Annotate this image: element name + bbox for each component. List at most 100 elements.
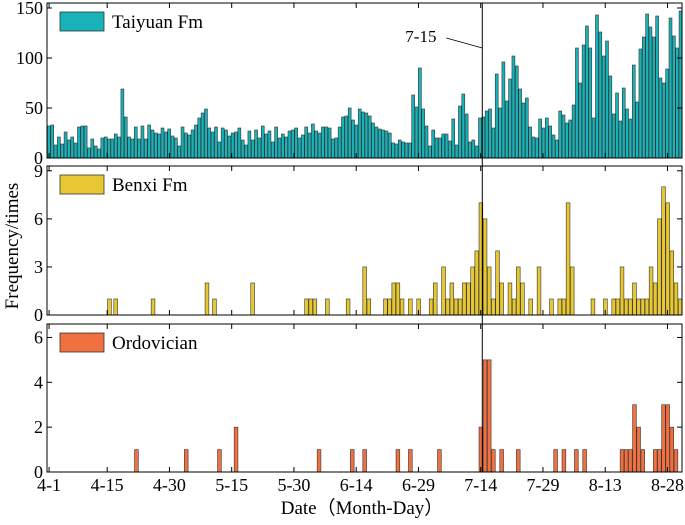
bar	[574, 449, 579, 473]
bar	[80, 125, 85, 159]
y-tick-label: 3	[34, 257, 43, 277]
bar	[595, 14, 599, 159]
bar	[491, 298, 496, 316]
bar	[665, 68, 669, 159]
bar	[449, 282, 455, 316]
bar	[384, 130, 389, 159]
bar	[177, 145, 181, 159]
bar	[324, 126, 329, 159]
bar	[478, 117, 482, 159]
bar	[207, 127, 212, 159]
bar	[491, 449, 496, 473]
x-tick-label: 6-14	[340, 475, 373, 495]
bar	[645, 13, 649, 159]
bar	[257, 137, 262, 159]
bar	[568, 119, 573, 159]
bar	[454, 144, 459, 159]
bar	[399, 298, 405, 316]
bar	[130, 138, 135, 159]
bar	[632, 404, 637, 473]
bar	[457, 298, 463, 316]
bar	[366, 298, 372, 316]
bar	[669, 426, 675, 473]
bar	[331, 138, 335, 159]
bar	[619, 449, 625, 473]
y-tick-label: 4	[34, 372, 43, 392]
bar	[611, 113, 616, 159]
legend-swatch	[59, 332, 105, 353]
bar	[395, 282, 401, 316]
bar	[474, 250, 479, 316]
bar	[217, 141, 222, 159]
bar	[501, 61, 506, 159]
bar	[482, 218, 488, 316]
bar	[638, 48, 643, 159]
bar	[508, 78, 512, 159]
bar	[511, 298, 517, 316]
bar	[677, 298, 683, 316]
bar	[578, 82, 583, 159]
bar	[240, 139, 245, 159]
bar	[628, 118, 633, 159]
bar	[217, 449, 222, 473]
bar	[133, 126, 138, 159]
bar	[361, 111, 365, 159]
x-axis-label: Date（Month-Day）	[281, 497, 444, 519]
x-tick-label: 4-30	[153, 475, 186, 495]
bar	[401, 141, 405, 159]
bar	[60, 143, 65, 159]
bar	[528, 298, 533, 316]
bar	[636, 298, 641, 316]
bar	[461, 93, 466, 159]
bar	[557, 298, 562, 316]
bar	[665, 202, 670, 316]
bar	[227, 135, 232, 159]
bar	[210, 131, 215, 159]
bar	[466, 282, 471, 316]
bar	[421, 108, 425, 159]
bar	[571, 104, 576, 159]
bar	[520, 282, 525, 316]
bar	[653, 282, 658, 316]
x-tick-label: 6-29	[402, 475, 435, 495]
bar	[652, 36, 656, 159]
bar	[97, 148, 101, 159]
bar	[304, 126, 308, 159]
y-tick-label: 6	[34, 327, 43, 347]
bar	[484, 110, 489, 159]
bar	[441, 133, 446, 159]
bar	[274, 126, 278, 159]
bar	[588, 47, 593, 159]
bar	[482, 359, 488, 473]
bar	[387, 298, 392, 316]
bar	[371, 122, 375, 159]
bar	[164, 131, 168, 159]
bar	[444, 133, 449, 159]
bar	[668, 17, 673, 159]
bar	[445, 298, 450, 316]
bar	[628, 298, 633, 316]
x-tick-label: 7-14	[464, 475, 497, 495]
bar	[488, 108, 492, 159]
bar	[411, 94, 415, 159]
bar	[120, 88, 125, 159]
bar	[391, 282, 396, 316]
bar	[644, 298, 650, 316]
bar	[494, 73, 499, 159]
bar	[408, 298, 413, 316]
x-axis: 4-1 4-15 4-30 5-15 5-30 6-14 6-29 7-14 7-29 8-13 8…	[37, 475, 684, 495]
bar	[608, 75, 613, 159]
bar	[545, 117, 549, 159]
bar	[67, 139, 71, 159]
legend-label: Ordovician	[112, 333, 198, 354]
legend-swatch	[59, 174, 105, 195]
bar	[462, 282, 467, 316]
bar	[658, 77, 663, 159]
bar	[170, 135, 175, 159]
y-axis-label: Frequency/times	[2, 183, 23, 310]
bar	[665, 404, 670, 473]
bar	[657, 218, 662, 316]
bar	[437, 449, 442, 473]
x-tick-label: 4-15	[91, 475, 124, 495]
bar	[640, 298, 645, 316]
